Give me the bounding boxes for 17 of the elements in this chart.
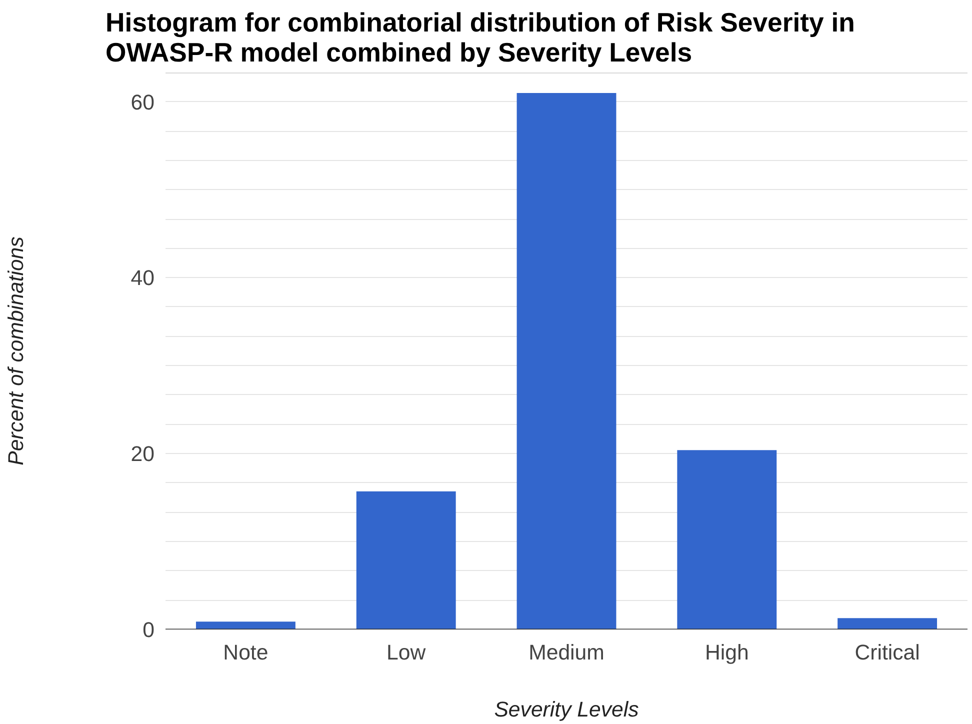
y-tick-label: 20 bbox=[130, 442, 155, 466]
y-tick-label: 60 bbox=[130, 90, 155, 114]
bar bbox=[677, 450, 777, 630]
bar bbox=[356, 491, 456, 630]
y-tick-label: 40 bbox=[130, 266, 155, 290]
chart-title: Histogram for combinatorial distribution of Risk Severity in OWASP-R model combined by Severity Levels bbox=[106, 8, 855, 68]
x-axis-title: Severity Levels bbox=[494, 698, 640, 722]
x-tick-label: Note bbox=[223, 640, 268, 664]
x-tick-label: Critical bbox=[854, 640, 920, 664]
x-tick-label: Low bbox=[386, 640, 426, 664]
y-tick-label: 0 bbox=[142, 618, 155, 642]
x-tick-label: High bbox=[704, 640, 749, 664]
bar bbox=[196, 622, 296, 630]
y-axis-title: Percent of combinations bbox=[4, 236, 28, 466]
bar bbox=[516, 92, 616, 630]
bar bbox=[838, 618, 938, 630]
x-tick-label: Medium bbox=[528, 640, 604, 664]
